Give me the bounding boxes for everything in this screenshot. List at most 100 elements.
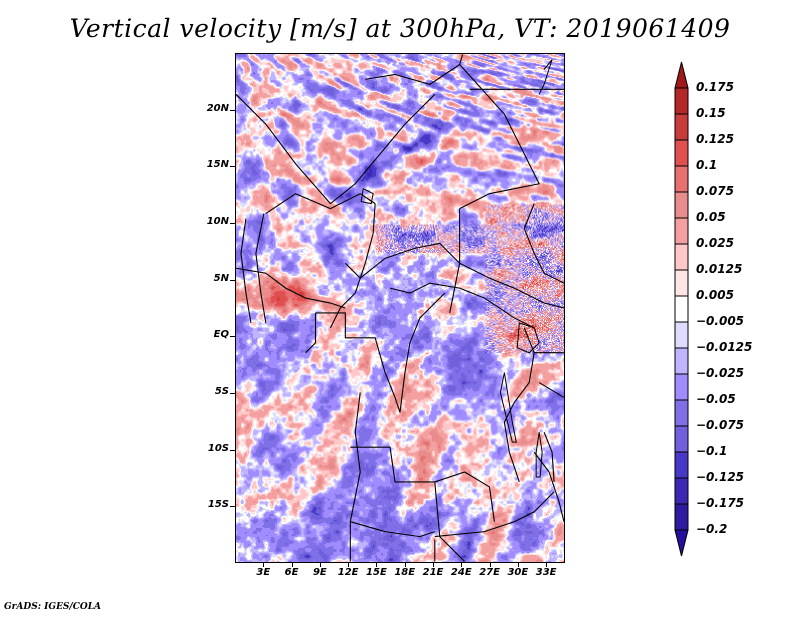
colorbar-label: −0.1 <box>696 444 728 458</box>
grads-credit: GrADS: IGES/COLA <box>4 602 102 612</box>
border-cameroon-car <box>344 242 461 279</box>
border-chad-east <box>449 208 461 314</box>
chart-title: Vertical velocity [m/s] at 300hPa, VT: 2… <box>69 14 731 43</box>
lake-chad <box>360 187 374 205</box>
x-tick-label: 6E <box>284 567 299 578</box>
country-borders <box>236 54 564 562</box>
border-coast-gulf <box>236 267 346 309</box>
colorbar-box <box>674 217 689 245</box>
colorbar-box <box>674 451 689 479</box>
y-tick-mark <box>230 109 235 111</box>
x-tick-label: 15E <box>366 567 387 578</box>
x-tick-label: 9E <box>312 567 327 578</box>
border-malawi <box>543 432 555 482</box>
colorbar-box <box>674 399 689 427</box>
border-sudan-ethiopia <box>523 203 564 284</box>
vertical-velocity-field <box>236 54 564 562</box>
y-tick-label: 20N <box>206 102 229 114</box>
colorbar-box <box>674 113 689 141</box>
colorbar-label: −0.05 <box>696 392 736 406</box>
border-namibia <box>350 521 435 538</box>
y-tick-mark <box>230 393 235 394</box>
x-tick-mark <box>433 563 434 567</box>
x-tick-label: 21E <box>422 567 444 578</box>
y-tick-label: EQ <box>213 329 229 341</box>
border-angola-zambia <box>434 471 495 522</box>
border-mozambique <box>533 451 564 522</box>
colorbar-box <box>674 347 689 375</box>
y-tick-mark <box>230 506 235 508</box>
border-drc-angola-north <box>350 446 465 562</box>
border-benin <box>240 218 252 323</box>
border-algeria-niger <box>236 93 436 205</box>
colorbar-box <box>674 139 689 167</box>
x-tick-label: 3E <box>256 567 271 578</box>
x-tick-mark <box>348 563 350 567</box>
x-tick-label: 12E <box>337 567 359 578</box>
x-tick-mark <box>404 563 406 567</box>
y-tick-mark <box>230 166 235 168</box>
y-tick-mark <box>230 279 235 281</box>
colorbar-arrow-max <box>674 61 689 89</box>
x-tick-label: 30E <box>507 567 529 578</box>
border-kenya-tanzania <box>538 382 564 398</box>
red-sea-coast <box>538 59 553 95</box>
x-tick-mark <box>376 563 378 567</box>
colorbar-label: 0.005 <box>696 288 734 302</box>
border-car-sudan <box>459 262 564 309</box>
lake-malawi <box>535 432 543 478</box>
colorbar-label: −0.0125 <box>696 340 753 354</box>
border-niger-nigeria <box>265 193 376 215</box>
colorbar-box <box>674 191 689 219</box>
x-tick-mark <box>489 563 491 567</box>
border-libya-chad <box>459 54 464 65</box>
colorbar-box <box>674 373 689 401</box>
colorbar-label: 0.0125 <box>696 262 743 276</box>
colorbar-label: −0.025 <box>696 366 745 380</box>
colorbar-label: 0.1 <box>696 158 718 172</box>
colorbar-arrow-min <box>674 529 689 557</box>
x-tick-label: 24E <box>450 567 472 578</box>
border-gabon-congo <box>315 312 401 413</box>
x-tick-mark <box>263 563 265 567</box>
colorbar-box <box>674 87 689 115</box>
lake-victoria <box>516 322 540 354</box>
x-tick-mark <box>546 563 548 567</box>
x-tick-label: 33E <box>535 567 557 578</box>
y-tick-label: 10N <box>206 216 229 227</box>
colorbar-box <box>674 321 689 349</box>
colorbar-label: −0.005 <box>696 314 745 328</box>
colorbar-box <box>674 425 689 453</box>
y-tick-mark <box>230 223 235 224</box>
colorbar-label: 0.125 <box>696 132 734 146</box>
map-panel <box>235 53 565 563</box>
colorbar-box <box>674 269 689 297</box>
colorbar-label: 0.175 <box>696 80 734 94</box>
x-tick-mark <box>291 563 293 567</box>
border-zambia-zim <box>434 491 555 538</box>
border-gabon-eqg <box>305 312 317 354</box>
colorbar-box <box>674 477 689 505</box>
x-tick-label: 18E <box>394 567 416 578</box>
border-angola-west-coast <box>349 392 361 562</box>
y-tick-mark <box>230 449 235 451</box>
border-congo-drc <box>399 292 446 413</box>
border-drc-east <box>503 327 535 483</box>
y-tick-label: 15N <box>206 159 229 171</box>
y-tick-mark <box>230 336 235 338</box>
colorbar-box <box>674 295 689 323</box>
colorbar-label: −0.125 <box>696 470 745 484</box>
lake-tanganyika <box>499 372 517 443</box>
border-nigeria-west <box>255 213 267 323</box>
colorbar-label: 0.075 <box>696 184 734 198</box>
y-tick-label: 5S <box>214 386 229 397</box>
y-tick-label: 15S <box>207 499 229 511</box>
colorbar-label: 0.025 <box>696 236 734 250</box>
border-car-south <box>389 282 535 329</box>
colorbar-label: −0.175 <box>696 496 745 510</box>
colorbar-label: 0.15 <box>696 106 726 120</box>
colorbar-box <box>674 243 689 271</box>
colorbar-label: 0.05 <box>696 210 726 224</box>
x-tick-mark <box>461 563 463 567</box>
x-tick-label: 27E <box>479 567 500 578</box>
